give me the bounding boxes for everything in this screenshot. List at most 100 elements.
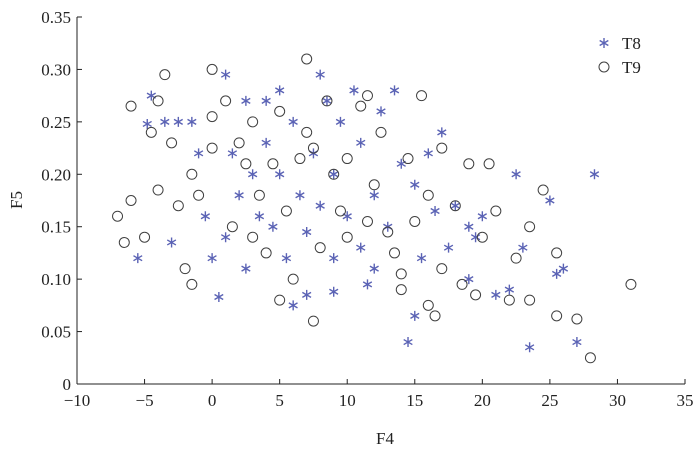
y-tick-label: 0 xyxy=(63,375,72,394)
point xyxy=(152,95,164,107)
point xyxy=(288,300,298,311)
point xyxy=(253,189,265,201)
point xyxy=(464,274,474,285)
point xyxy=(254,211,265,222)
point xyxy=(396,158,406,169)
point xyxy=(368,179,380,191)
point xyxy=(511,169,521,180)
point xyxy=(187,116,197,127)
legend-marker xyxy=(598,61,610,73)
point xyxy=(274,85,285,96)
x-tick-label: −10 xyxy=(64,391,91,410)
point xyxy=(315,200,325,211)
point xyxy=(436,142,448,154)
point xyxy=(625,278,637,290)
point xyxy=(456,278,468,290)
x-tick-label: 35 xyxy=(677,391,694,410)
y-tick-label: 0.10 xyxy=(41,270,71,289)
point xyxy=(302,289,312,300)
point xyxy=(247,116,259,128)
point xyxy=(166,237,177,248)
point xyxy=(491,289,501,300)
x-tick-label: 25 xyxy=(541,391,558,410)
point xyxy=(334,205,346,217)
point xyxy=(524,342,535,353)
point xyxy=(173,116,184,127)
point xyxy=(410,310,420,321)
point xyxy=(430,205,440,216)
x-tick-label: −5 xyxy=(136,391,154,410)
point xyxy=(206,63,218,75)
point xyxy=(295,190,305,201)
point xyxy=(537,184,549,196)
point xyxy=(524,294,536,306)
point xyxy=(226,221,238,233)
point xyxy=(422,299,434,311)
point xyxy=(470,289,482,301)
x-tick-label: 10 xyxy=(339,391,356,410)
y-tick-label: 0.30 xyxy=(41,60,71,79)
point xyxy=(416,253,427,264)
point xyxy=(361,215,373,227)
point xyxy=(422,189,434,201)
point xyxy=(274,294,286,306)
point xyxy=(145,126,157,138)
x-tick-label: 30 xyxy=(609,391,626,410)
legend-label: T9 xyxy=(622,58,641,77)
legend-label: T8 xyxy=(622,34,641,53)
y-tick-label: 0.05 xyxy=(41,323,71,342)
point xyxy=(186,168,198,180)
point xyxy=(395,284,407,296)
point xyxy=(335,116,346,127)
point xyxy=(551,310,563,322)
y-axis-label: F5 xyxy=(7,191,26,209)
point xyxy=(341,231,353,243)
point xyxy=(125,195,137,206)
point xyxy=(220,69,231,80)
point xyxy=(369,263,379,274)
point xyxy=(389,247,401,259)
point xyxy=(329,169,339,180)
point xyxy=(240,158,252,170)
point xyxy=(274,169,285,180)
point xyxy=(274,105,286,117)
point xyxy=(260,247,272,259)
point xyxy=(268,221,278,232)
point xyxy=(315,69,325,80)
point xyxy=(423,148,433,159)
y-tick-label: 0.25 xyxy=(41,113,71,132)
point xyxy=(118,236,130,248)
point xyxy=(551,268,562,279)
point xyxy=(410,179,420,190)
point xyxy=(362,279,373,290)
point xyxy=(589,169,600,180)
point xyxy=(349,85,359,96)
point xyxy=(234,190,244,201)
point xyxy=(241,95,251,106)
point xyxy=(476,231,488,243)
point xyxy=(301,126,313,138)
point xyxy=(206,142,218,154)
point xyxy=(159,69,171,81)
point xyxy=(301,53,313,65)
point xyxy=(214,291,224,302)
point xyxy=(389,85,400,96)
x-axis-label: F4 xyxy=(376,429,394,448)
x-tick-label: 20 xyxy=(474,391,491,410)
point xyxy=(504,284,515,295)
point xyxy=(402,153,414,165)
point xyxy=(503,294,515,306)
point xyxy=(403,337,413,348)
point xyxy=(464,221,474,232)
point xyxy=(179,263,191,275)
point xyxy=(490,205,502,217)
point xyxy=(112,210,124,222)
point xyxy=(429,310,441,322)
point xyxy=(443,242,454,253)
point xyxy=(146,90,156,101)
point xyxy=(125,100,137,112)
point xyxy=(288,116,298,127)
point xyxy=(524,221,536,233)
point xyxy=(321,95,333,107)
point xyxy=(342,211,352,222)
